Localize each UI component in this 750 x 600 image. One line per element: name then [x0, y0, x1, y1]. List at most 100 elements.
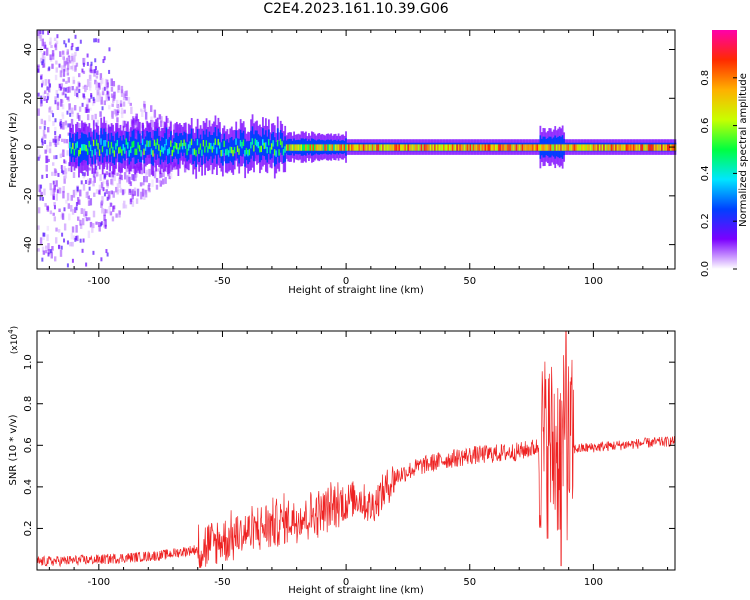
spectrogram-ridge-core — [367, 144, 370, 151]
spectrogram-ridge-core — [242, 139, 245, 147]
spectrogram-ridge-core — [398, 144, 401, 151]
spectrogram-ridge-core — [221, 149, 224, 156]
spectrogram-noise-cell — [67, 77, 71, 83]
spectrogram-noise-cell — [54, 126, 57, 133]
spectrogram-ridge-core — [121, 149, 123, 156]
spectrogram-ridge-core — [391, 144, 393, 151]
spectrogram-noise-cell — [66, 51, 69, 56]
spectrogram-ridge-core — [305, 144, 307, 151]
spectrogram-noise-cell — [78, 82, 81, 87]
spectrogram-ridge-core — [346, 144, 349, 151]
spectrogram-ridge-core — [244, 150, 247, 157]
spectrogram-noise-cell — [74, 34, 77, 39]
spectrogram-ridge-core — [278, 149, 281, 156]
snr-y-tick-label: 1.0 — [23, 354, 34, 370]
spectrogram-ridge-core — [198, 147, 201, 154]
spectrogram-noise-cell — [116, 172, 119, 176]
spectrogram-noise-cell — [106, 90, 109, 95]
spectrogram-noise-cell — [94, 113, 97, 120]
spectrogram-noise-cell — [129, 181, 133, 187]
spectrogram-noise-cell — [89, 178, 92, 184]
spectrogram-noise-cell — [88, 217, 91, 221]
snr-plot-area — [37, 331, 675, 570]
spectrogram-noise-cell — [68, 86, 71, 93]
spectrogram-noise-cell — [63, 159, 66, 164]
snr-x-tick-label: 100 — [584, 577, 603, 588]
spectrogram-noise-cell — [106, 252, 109, 257]
spectrogram-noise-cell — [66, 263, 69, 268]
spectrogram-noise-cell — [65, 57, 69, 65]
spectrogram-noise-cell — [63, 176, 66, 184]
spectrogram-ridge-core — [465, 144, 468, 151]
spectrogram-x-ticks: -100 -50 0 50 100 — [48, 30, 669, 287]
colorbar: 0.0 0.2 0.4 0.6 0.8 Normalized spectral ampl… — [700, 30, 749, 277]
spectrogram-noise-cell — [53, 168, 57, 176]
colorbar-label: Normalized spectral amplitude — [738, 73, 749, 227]
spectrogram-noise-cell — [86, 114, 90, 121]
spectrogram-noise-cell — [104, 219, 107, 227]
spectrogram-noise-cell — [102, 59, 105, 64]
spectrogram-noise-cell — [71, 53, 74, 57]
spectrogram-ridge-core — [79, 147, 82, 155]
spectrogram-noise-cell — [103, 192, 106, 197]
spectrogram-ridge-core — [208, 142, 211, 150]
spectrogram-ridge-core — [158, 144, 160, 151]
spectrogram-ridge-core — [512, 144, 515, 151]
spectrogram-noise-cell — [143, 192, 146, 200]
spectrogram-ridge-core — [152, 150, 155, 157]
spectrogram-noise-cell — [64, 87, 67, 92]
spectrogram-ridge-core — [256, 139, 258, 147]
spectrogram-noise-cell — [70, 232, 74, 240]
spectrogram-noise-cell — [47, 252, 50, 257]
spectrogram-noise-cell — [129, 198, 133, 202]
spectrogram-ridge-core — [431, 144, 433, 151]
spectrogram-noise-cell — [53, 155, 56, 160]
colorbar-tick-label: 0.4 — [700, 165, 711, 181]
spectrogram-noise-cell — [49, 54, 52, 61]
spectrogram-ridge-core — [321, 144, 324, 151]
spectrogram-noise-cell — [111, 216, 115, 222]
spectrogram-noise-cell — [131, 189, 135, 197]
spectrogram-ridge-core — [653, 144, 656, 151]
spectrogram-ridge-core — [655, 144, 658, 151]
spectrogram-noise-cell — [97, 221, 101, 228]
spectrogram-noise-cell — [107, 91, 110, 99]
spectrogram-ridge-core — [248, 148, 251, 156]
spectrogram-ridge-core — [632, 144, 635, 151]
spectrogram-ridge-core — [515, 144, 518, 151]
spectrogram-ridge-core — [604, 144, 607, 151]
spectrogram-noise-cell — [37, 225, 40, 230]
spectrogram-noise-cell — [57, 244, 60, 249]
spectrogram-noise-cell — [70, 65, 73, 70]
spectrogram-noise-cell — [49, 37, 52, 44]
spectrogram-noise-cell — [43, 95, 46, 102]
snr-x-tick-label: 50 — [463, 577, 476, 588]
spectrogram-noise-cell — [60, 65, 64, 73]
spectrogram-noise-cell — [71, 226, 75, 233]
spectrogram-noise-cell — [53, 216, 57, 222]
spectrogram-noise-cell — [99, 174, 102, 182]
spectrogram-noise-cell — [122, 101, 126, 107]
spectrogram-noise-cell — [95, 221, 98, 225]
spectrogram-ridge-core — [477, 144, 479, 151]
spectrogram-ridge-core — [480, 144, 482, 151]
figure-title: C2E4.2023.161.10.39.G06 — [263, 1, 449, 17]
spectrogram-noise-cell — [59, 134, 62, 139]
spectrogram-ridge-core — [351, 144, 353, 151]
spectrogram-noise-cell — [135, 198, 139, 204]
spectrogram-ridge-core — [149, 140, 152, 147]
spectrogram-ridge-core — [181, 143, 184, 150]
spectrogram-ridge-core — [483, 144, 485, 151]
spectrogram-ridge-core — [573, 144, 576, 151]
spectrogram-ridge-core — [328, 144, 331, 151]
spectrogram-noise-cell — [54, 74, 58, 81]
spectrogram-ridge-core — [279, 138, 282, 146]
spectrogram-noise-cell — [69, 109, 72, 113]
spectrogram-ridge-core — [177, 147, 180, 154]
spectrogram-noise-cell — [103, 86, 106, 91]
spectrogram-ridge-core — [162, 147, 165, 154]
spectrogram-noise-cell — [39, 30, 42, 35]
spectrogram-noise-cell — [86, 104, 89, 112]
spectrogram-ridge-core — [354, 144, 356, 151]
spectrogram-noise-cell — [119, 187, 123, 193]
